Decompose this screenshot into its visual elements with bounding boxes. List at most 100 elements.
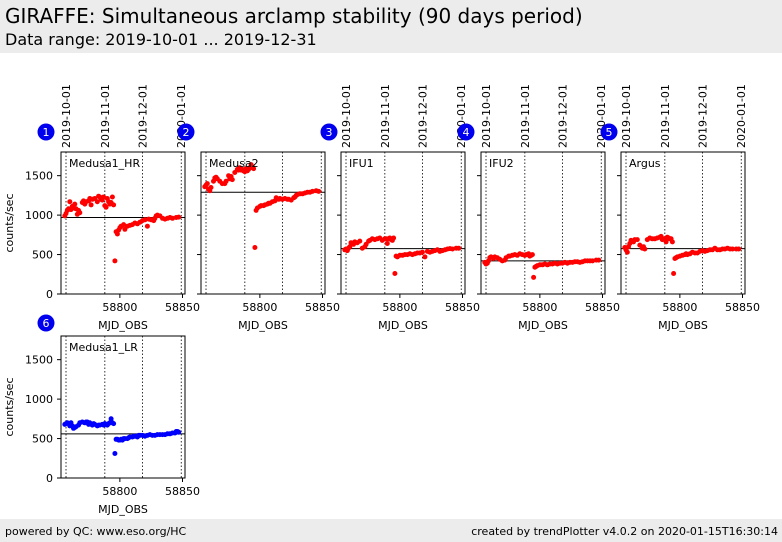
data-point bbox=[229, 177, 235, 183]
date-tick-label: 2019-11-01 bbox=[519, 84, 532, 148]
y-tick-label: 1000 bbox=[25, 393, 53, 406]
data-point bbox=[384, 241, 390, 246]
y-tick-label: 0 bbox=[46, 472, 53, 485]
y-axis-label: counts/sec bbox=[3, 377, 16, 436]
panel-medusa2: Medusa2 58800 58850 MJD_OBS 2 bbox=[177, 123, 340, 332]
date-tick-label: 2019-11-01 bbox=[99, 84, 112, 148]
x-axis-label: MJD_OBS bbox=[98, 503, 148, 516]
footer-bar: powered by QC: www.eso.org/HC created by… bbox=[0, 519, 782, 542]
data-point bbox=[529, 252, 535, 258]
data-point bbox=[108, 416, 114, 422]
panel-number-badge bbox=[457, 123, 475, 141]
panel-label: Medusa1_LR bbox=[69, 341, 138, 354]
data-point bbox=[121, 222, 127, 228]
x-tick-label: 58800 bbox=[382, 301, 417, 314]
panel-ifu1: IFU1 58800 58850 MJD_OBS 2019-10-01 2019-11-0… bbox=[320, 84, 480, 332]
panel-number-label: 4 bbox=[463, 126, 470, 139]
data-point bbox=[142, 217, 148, 223]
date-tick-label: 2019-11-01 bbox=[659, 84, 672, 148]
panel-number-badge bbox=[600, 123, 618, 141]
y-tick-label: 0 bbox=[46, 288, 53, 301]
x-tick-label: 58850 bbox=[725, 301, 760, 314]
x-tick-label: 58850 bbox=[585, 301, 620, 314]
y-tick-label: 1500 bbox=[25, 354, 53, 367]
footer-powered-by: powered by QC: www.eso.org/HC bbox=[5, 525, 187, 538]
data-point bbox=[642, 246, 648, 252]
date-tick-label: 2019-12-01 bbox=[416, 84, 429, 148]
data-point bbox=[111, 202, 117, 208]
x-tick-label: 58850 bbox=[165, 485, 200, 498]
data-point bbox=[176, 214, 182, 220]
x-tick-label: 58850 bbox=[445, 301, 480, 314]
data-point bbox=[144, 223, 150, 229]
data-point bbox=[624, 249, 630, 255]
data-point bbox=[114, 231, 120, 237]
data-point bbox=[223, 178, 229, 184]
x-tick-label: 58800 bbox=[662, 301, 697, 314]
panel-number-label: 2 bbox=[183, 126, 190, 139]
data-point bbox=[730, 246, 735, 252]
data-point bbox=[310, 188, 315, 194]
date-tick-label: 2019-11-01 bbox=[379, 84, 392, 148]
data-point bbox=[112, 451, 118, 456]
data-point bbox=[596, 257, 602, 263]
x-tick-label: 58800 bbox=[522, 301, 557, 314]
x-tick-label: 58800 bbox=[102, 485, 137, 498]
panel-label: Argus bbox=[629, 157, 661, 170]
data-point bbox=[176, 429, 182, 435]
plot-frame bbox=[60, 335, 186, 479]
data-point bbox=[88, 202, 94, 208]
data-point bbox=[392, 271, 398, 276]
y-axis-label: counts/sec bbox=[3, 193, 16, 252]
x-axis-label: MJD_OBS bbox=[378, 319, 428, 332]
data-point bbox=[77, 210, 83, 216]
y-tick-label: 1000 bbox=[25, 209, 53, 222]
data-point bbox=[251, 166, 257, 172]
panel-label: Medusa2 bbox=[209, 157, 259, 170]
panel-ifu2: IFU2 58800 58850 MJD_OBS 2019-10-01 2019-11-0… bbox=[457, 84, 620, 332]
data-point bbox=[419, 249, 425, 255]
date-tick-label: 2019-12-01 bbox=[696, 84, 709, 148]
header-bar: GIRAFFE: Simultaneous arclamp stability … bbox=[0, 0, 782, 53]
page-title: GIRAFFE: Simultaneous arclamp stability … bbox=[5, 4, 583, 28]
data-point bbox=[109, 194, 115, 200]
plot-frame bbox=[60, 151, 186, 295]
data-point bbox=[531, 274, 537, 280]
x-axis-label: MJD_OBS bbox=[238, 319, 288, 332]
panel-number-label: 6 bbox=[43, 317, 50, 330]
data-point bbox=[663, 239, 669, 245]
panel-number-badge bbox=[320, 123, 338, 141]
data-range-subtitle: Data range: 2019-10-01 ... 2019-12-31 bbox=[5, 30, 317, 49]
x-axis-label: MJD_OBS bbox=[518, 319, 568, 332]
data-point bbox=[669, 239, 675, 245]
data-point bbox=[357, 238, 363, 244]
data-point bbox=[736, 246, 742, 252]
plot-frame bbox=[340, 151, 466, 295]
panel-label: IFU1 bbox=[349, 157, 374, 170]
x-tick-label: 58800 bbox=[102, 301, 137, 314]
y-tick-label: 500 bbox=[32, 433, 53, 446]
data-point bbox=[208, 185, 214, 190]
x-axis-label: MJD_OBS bbox=[658, 319, 708, 332]
panel-medusa1-hr: Medusa1_HR 58800 58850 MJD_OBS 0 500 1000 1500 c… bbox=[3, 84, 200, 332]
panel-number-label: 3 bbox=[326, 126, 333, 139]
y-tick-label: 1500 bbox=[25, 170, 53, 183]
panel-number-label: 1 bbox=[43, 126, 50, 139]
panel-number-badge bbox=[177, 123, 195, 141]
data-point bbox=[67, 199, 73, 205]
data-point bbox=[72, 201, 78, 207]
data-point bbox=[112, 258, 118, 264]
data-point bbox=[422, 254, 428, 260]
date-tick-label: 2019-12-01 bbox=[136, 84, 149, 148]
panel-label: Medusa1_HR bbox=[69, 157, 140, 170]
data-point bbox=[204, 181, 210, 187]
data-point bbox=[103, 204, 109, 210]
data-point bbox=[671, 271, 677, 276]
data-point bbox=[94, 199, 100, 205]
panel-label: IFU2 bbox=[489, 157, 514, 170]
date-tick-label: 2019-10-01 bbox=[340, 84, 353, 148]
date-tick-label: 2019-10-01 bbox=[480, 84, 493, 148]
date-tick-label: 2020-01-01 bbox=[735, 84, 748, 148]
data-point bbox=[391, 235, 397, 241]
